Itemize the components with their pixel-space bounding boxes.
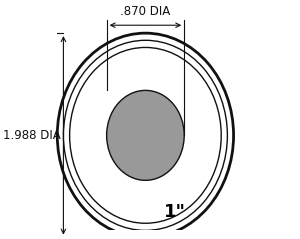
Ellipse shape (106, 90, 184, 180)
Text: 1": 1" (164, 203, 186, 221)
Text: .870 DIA: .870 DIA (120, 5, 171, 18)
Text: 1.988 DIA: 1.988 DIA (3, 129, 61, 142)
